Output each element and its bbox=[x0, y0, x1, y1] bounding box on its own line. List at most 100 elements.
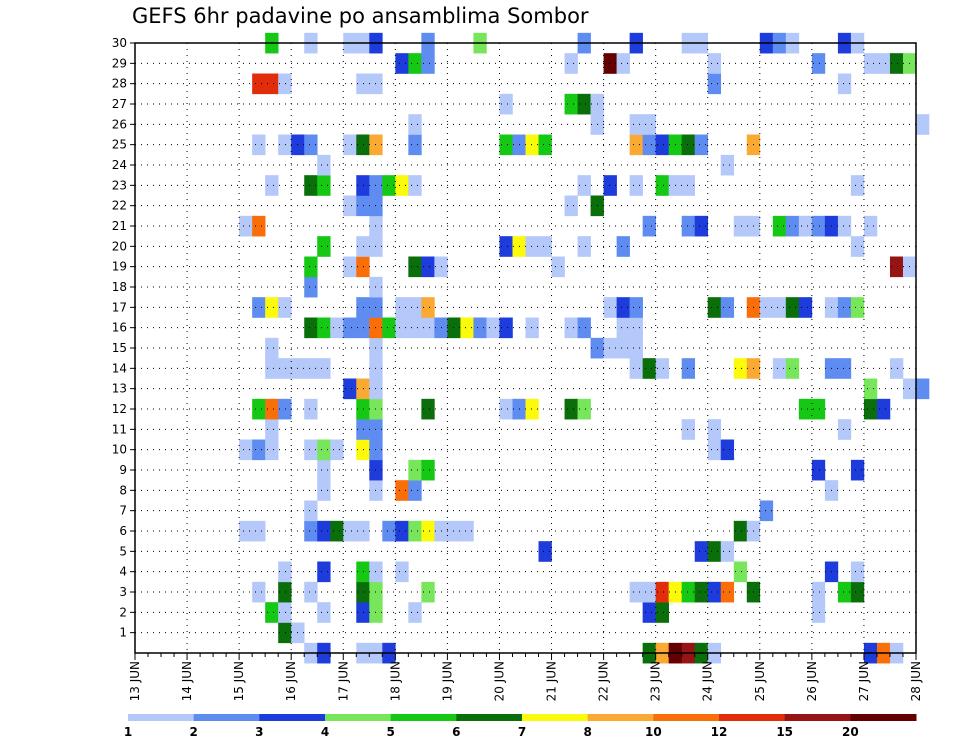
heatmap-cell bbox=[356, 317, 370, 339]
heatmap-cell bbox=[278, 73, 292, 95]
heatmap-cell bbox=[564, 53, 578, 74]
y-tick-label: 26 bbox=[112, 117, 127, 131]
heatmap-cell bbox=[577, 398, 591, 420]
heatmap-cell bbox=[629, 317, 643, 339]
x-tick-label: 15 JUN bbox=[232, 661, 246, 701]
heatmap-cell bbox=[850, 175, 865, 196]
heatmap-cell bbox=[356, 297, 370, 318]
heatmap-cell bbox=[395, 175, 409, 196]
heatmap-cell bbox=[733, 561, 748, 583]
x-tick-label: 26 JUN bbox=[805, 661, 819, 701]
heatmap-cell bbox=[564, 398, 578, 420]
heatmap-cell bbox=[239, 439, 253, 461]
heatmap-cell bbox=[421, 317, 435, 339]
heatmap-cell bbox=[551, 256, 565, 278]
heatmap-cell bbox=[304, 276, 318, 298]
heatmap-cell bbox=[798, 297, 813, 318]
x-tick-label: 27 JUN bbox=[857, 661, 871, 701]
heatmap-cell bbox=[850, 581, 865, 603]
y-tick-label: 2 bbox=[119, 605, 127, 619]
heatmap-cell bbox=[304, 398, 318, 420]
heatmap-cell bbox=[239, 520, 253, 542]
heatmap-cell bbox=[889, 256, 904, 278]
heatmap-cell bbox=[421, 520, 435, 542]
heatmap-cell bbox=[538, 236, 552, 257]
heatmap-cell bbox=[356, 256, 370, 278]
heatmap-cell bbox=[317, 439, 331, 461]
colorbar-label: 10 bbox=[645, 725, 662, 739]
heatmap-cell bbox=[356, 134, 370, 156]
heatmap-cell bbox=[356, 581, 370, 603]
colorbar-swatch bbox=[128, 714, 195, 721]
heatmap-cell bbox=[629, 337, 643, 359]
heatmap-cell bbox=[304, 134, 318, 156]
heatmap-cell bbox=[837, 419, 852, 440]
heatmap-cell bbox=[317, 480, 331, 501]
heatmap-cell bbox=[785, 297, 800, 318]
colorbar-label: 12 bbox=[711, 725, 728, 739]
heatmap-cell bbox=[239, 215, 253, 237]
heatmap-cell bbox=[798, 398, 813, 420]
heatmap-cell bbox=[252, 398, 266, 420]
heatmap-cell bbox=[564, 93, 578, 115]
x-tick-label: 23 JUN bbox=[649, 661, 663, 701]
heatmap-cell bbox=[564, 317, 578, 339]
y-tick-label: 11 bbox=[112, 422, 127, 436]
heatmap-cell bbox=[343, 520, 357, 542]
heatmap-cell bbox=[395, 297, 409, 318]
heatmap-cell bbox=[408, 480, 422, 501]
heatmap-cell bbox=[694, 541, 709, 562]
heatmap-cell bbox=[408, 297, 422, 318]
heatmap-cell bbox=[317, 175, 331, 196]
heatmap-cell bbox=[330, 520, 344, 542]
colorbar-label: 2 bbox=[189, 725, 197, 739]
heatmap-cell bbox=[694, 215, 709, 237]
heatmap-cell bbox=[642, 134, 656, 156]
heatmap-cell bbox=[343, 378, 357, 400]
heatmap-cell bbox=[616, 317, 630, 339]
heatmap-cell bbox=[421, 398, 435, 420]
y-tick-label: 28 bbox=[112, 77, 127, 91]
heatmap-cell bbox=[707, 73, 722, 95]
y-tick-label: 19 bbox=[112, 260, 127, 274]
heatmap-cell bbox=[577, 317, 591, 339]
heatmap-cell bbox=[681, 175, 696, 196]
heatmap-cell bbox=[577, 175, 591, 196]
heatmap-cell bbox=[889, 358, 904, 379]
heatmap-cell bbox=[629, 114, 643, 135]
heatmap-cell bbox=[772, 297, 787, 318]
heatmap-cell bbox=[850, 236, 865, 257]
heatmap-cell bbox=[356, 236, 370, 257]
heatmap-cell bbox=[499, 134, 513, 156]
colorbar-label: 6 bbox=[452, 725, 460, 739]
heatmap-cell bbox=[642, 358, 656, 379]
heatmap-cell bbox=[720, 154, 735, 176]
heatmap-cell bbox=[473, 317, 487, 339]
y-tick-label: 25 bbox=[112, 138, 127, 152]
heatmap-cell bbox=[265, 337, 279, 359]
heatmap-cell bbox=[317, 154, 331, 176]
heatmap-cell bbox=[733, 358, 748, 379]
heatmap-cell bbox=[629, 134, 643, 156]
y-tick-label: 7 bbox=[119, 504, 127, 518]
y-tick-label: 5 bbox=[119, 544, 127, 558]
heatmap-cell bbox=[916, 114, 930, 135]
x-tick-label: 21 JUN bbox=[545, 661, 559, 701]
heatmap-cell bbox=[694, 581, 709, 603]
heatmap-cell bbox=[837, 215, 852, 237]
colorbar-swatch bbox=[522, 714, 589, 721]
heatmap-cell bbox=[733, 215, 748, 237]
colorbar-label: 20 bbox=[842, 725, 859, 739]
colorbar-swatch bbox=[784, 714, 851, 721]
heatmap-cell bbox=[343, 256, 357, 278]
heatmap-cell bbox=[785, 358, 800, 379]
heatmap-cell bbox=[408, 520, 422, 542]
y-tick-label: 9 bbox=[119, 463, 127, 477]
heatmap-cell bbox=[343, 195, 357, 217]
heatmap-cell bbox=[408, 53, 422, 74]
heatmap-cell bbox=[356, 602, 370, 623]
heatmap-cell bbox=[252, 581, 266, 603]
y-tick-label: 3 bbox=[119, 585, 127, 599]
heatmap-cell bbox=[265, 398, 279, 420]
